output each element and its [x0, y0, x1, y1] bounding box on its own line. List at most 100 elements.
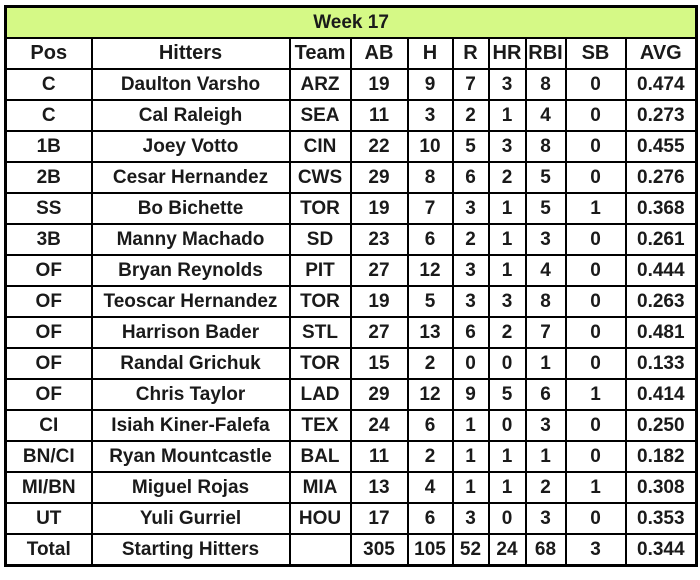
cell-h: 12 — [406, 378, 454, 411]
cell-avg: 0.368 — [624, 192, 698, 225]
table-row: C Daulton Varsho ARZ 19 9 7 3 8 0 0.474 — [4, 68, 698, 101]
cell-pos: SS — [4, 192, 93, 225]
cell-hr: 1 — [487, 192, 527, 225]
cell-h: 8 — [406, 161, 454, 194]
cell-pos: OF — [4, 285, 93, 318]
cell-rbi: 3 — [524, 409, 567, 442]
table-row: 1B Joey Votto CIN 22 10 5 3 8 0 0.455 — [4, 130, 698, 163]
cell-hr: 0 — [487, 502, 527, 535]
cell-rbi: 8 — [524, 285, 567, 318]
cell-ab: 23 — [349, 223, 409, 256]
cell-r: 7 — [451, 68, 490, 101]
cell-avg: 0.481 — [624, 316, 698, 349]
cell-avg: 0.474 — [624, 68, 698, 101]
cell-sb: 0 — [564, 223, 627, 256]
cell-ab: 22 — [349, 130, 409, 163]
cell-hitter: Isiah Kiner-Falefa — [90, 409, 291, 442]
col-header-h: H — [406, 37, 454, 70]
weekly-hitters-table: Week 17 Pos Hitters Team AB H R HR RBI S… — [4, 5, 699, 567]
cell-sb: 0 — [564, 440, 627, 473]
cell-rbi: 4 — [524, 254, 567, 287]
cell-team: ARZ — [288, 68, 352, 101]
cell-hr: 3 — [487, 68, 527, 101]
cell-h: 13 — [406, 316, 454, 349]
cell-r: 6 — [451, 161, 490, 194]
col-header-pos: Pos — [4, 37, 93, 70]
cell-team: TOR — [288, 285, 352, 318]
total-team — [288, 533, 352, 567]
cell-hr: 3 — [487, 285, 527, 318]
cell-hr: 5 — [487, 378, 527, 411]
cell-rbi: 5 — [524, 192, 567, 225]
cell-ab: 15 — [349, 347, 409, 380]
col-header-hr: HR — [487, 37, 527, 70]
cell-pos: OF — [4, 347, 93, 380]
cell-sb: 0 — [564, 409, 627, 442]
cell-team: SD — [288, 223, 352, 256]
cell-avg: 0.273 — [624, 99, 698, 132]
cell-hitter: Harrison Bader — [90, 316, 291, 349]
cell-rbi: 4 — [524, 99, 567, 132]
cell-hitter: Cesar Hernandez — [90, 161, 291, 194]
total-sb: 3 — [564, 533, 627, 567]
cell-r: 9 — [451, 378, 490, 411]
cell-rbi: 8 — [524, 68, 567, 101]
cell-hitter: Teoscar Hernandez — [90, 285, 291, 318]
cell-r: 3 — [451, 285, 490, 318]
cell-ab: 29 — [349, 161, 409, 194]
cell-h: 9 — [406, 68, 454, 101]
cell-h: 4 — [406, 471, 454, 504]
cell-hitter: Chris Taylor — [90, 378, 291, 411]
table-row: 3B Manny Machado SD 23 6 2 1 3 0 0.261 — [4, 223, 698, 256]
cell-rbi: 5 — [524, 161, 567, 194]
cell-h: 5 — [406, 285, 454, 318]
total-rbi: 68 — [524, 533, 567, 567]
cell-h: 2 — [406, 347, 454, 380]
col-header-sb: SB — [564, 37, 627, 70]
cell-r: 0 — [451, 347, 490, 380]
cell-avg: 0.261 — [624, 223, 698, 256]
cell-team: LAD — [288, 378, 352, 411]
cell-hitter: Ryan Mountcastle — [90, 440, 291, 473]
total-row: Total Starting Hitters 305 105 52 24 68 … — [4, 533, 698, 567]
col-header-avg: AVG — [624, 37, 698, 70]
cell-h: 7 — [406, 192, 454, 225]
cell-h: 6 — [406, 409, 454, 442]
table-row: OF Randal Grichuk TOR 15 2 0 0 1 0 0.133 — [4, 347, 698, 380]
cell-r: 1 — [451, 440, 490, 473]
cell-hitter: Manny Machado — [90, 223, 291, 256]
title-row: Week 17 — [4, 5, 698, 39]
cell-team: HOU — [288, 502, 352, 535]
cell-hitter: Randal Grichuk — [90, 347, 291, 380]
cell-sb: 0 — [564, 254, 627, 287]
total-r: 52 — [451, 533, 490, 567]
col-header-team: Team — [288, 37, 352, 70]
cell-pos: C — [4, 99, 93, 132]
total-description: Starting Hitters — [90, 533, 291, 567]
total-avg: 0.344 — [624, 533, 698, 567]
cell-avg: 0.263 — [624, 285, 698, 318]
cell-avg: 0.455 — [624, 130, 698, 163]
table-row: BN/CI Ryan Mountcastle BAL 11 2 1 1 1 0 … — [4, 440, 698, 473]
cell-team: CWS — [288, 161, 352, 194]
cell-team: TEX — [288, 409, 352, 442]
col-header-ab: AB — [349, 37, 409, 70]
table-row: OF Harrison Bader STL 27 13 6 2 7 0 0.48… — [4, 316, 698, 349]
cell-hr: 3 — [487, 130, 527, 163]
cell-ab: 27 — [349, 254, 409, 287]
total-hr: 24 — [487, 533, 527, 567]
cell-h: 10 — [406, 130, 454, 163]
cell-hr: 2 — [487, 316, 527, 349]
cell-sb: 1 — [564, 378, 627, 411]
cell-pos: 3B — [4, 223, 93, 256]
cell-hr: 1 — [487, 223, 527, 256]
cell-r: 5 — [451, 130, 490, 163]
column-header-row: Pos Hitters Team AB H R HR RBI SB AVG — [4, 37, 698, 70]
cell-h: 12 — [406, 254, 454, 287]
cell-hr: 1 — [487, 440, 527, 473]
cell-sb: 0 — [564, 502, 627, 535]
cell-hitter: Bryan Reynolds — [90, 254, 291, 287]
cell-hr: 1 — [487, 471, 527, 504]
cell-rbi: 1 — [524, 440, 567, 473]
cell-avg: 0.250 — [624, 409, 698, 442]
